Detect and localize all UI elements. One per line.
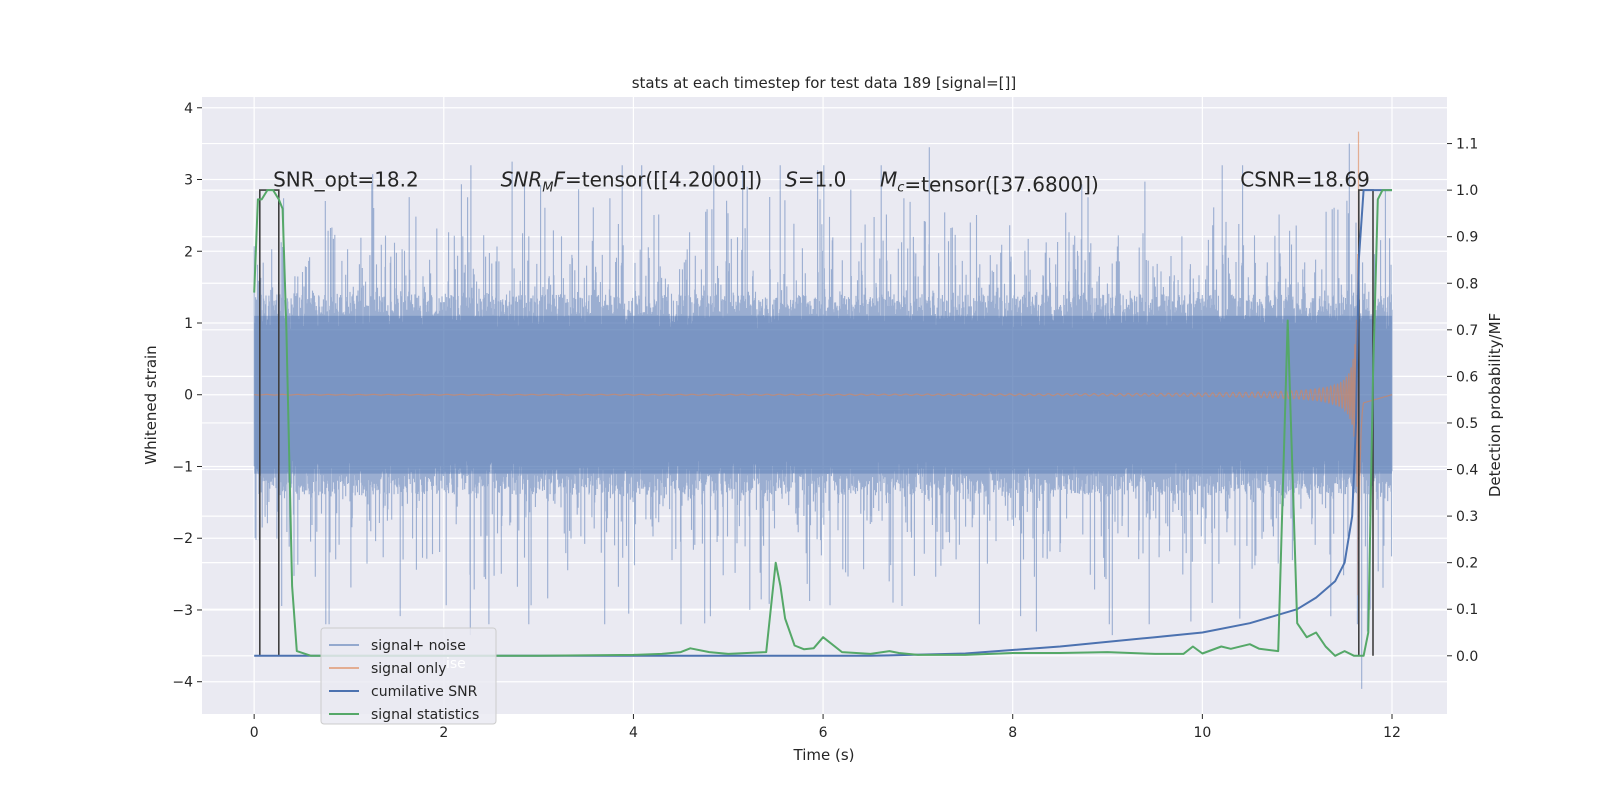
annotation: SNR_opt=18.2 [273,168,419,192]
y-tick-label: 4 [184,101,193,117]
y-axis: −4 −3 −2 −1 0 1 2 3 4 [172,101,202,691]
y2-tick-label: 0.4 [1456,463,1478,479]
x-tick-label: 6 [819,725,828,741]
y2-axis: 0.0 0.1 0.2 0.3 0.4 0.5 0.6 0.7 0.8 0.9 1.0 1.1 [1447,137,1478,665]
y2-tick-label: 1.1 [1456,137,1478,153]
series-signal-statistics [253,189,1392,657]
y-tick-label: 0 [184,388,193,404]
legend-label: signal statistics [371,707,479,723]
y-tick-label: −4 [172,675,193,691]
series-signal-only [253,131,1393,596]
legend-box [320,627,497,725]
legend-overlap-text: ise [446,656,466,672]
x-tick-label: 0 [250,725,259,741]
x-tick-label: 8 [1008,725,1017,741]
y2-tick-label: 0.7 [1456,323,1478,339]
y2-tick-label: 0.9 [1456,230,1478,246]
y-tick-label: −3 [172,603,193,619]
x-tick-label: 2 [439,725,448,741]
y2-tick-label: 0.6 [1456,369,1478,385]
y2-tick-label: 0.3 [1456,509,1478,525]
legend-label: cumilative SNR [371,684,478,700]
y2-tick-label: 0.1 [1456,602,1478,618]
series-layer [253,131,1393,689]
legend: ise signal+ noise signal only cumilative S… [320,627,497,725]
annotation: CSNR=18.69 [1240,168,1370,192]
y-axis-label: Whitened strain [142,345,160,464]
y2-tick-label: 0.2 [1456,556,1478,572]
x-axis: 0 2 4 6 8 10 12 [250,714,1401,741]
y-tick-label: −2 [172,531,193,547]
series-cumulative-snr [254,189,1392,657]
y2-tick-label: 0.5 [1456,416,1478,432]
y-tick-label: 1 [184,316,193,332]
y2-tick-label: 0.0 [1456,649,1478,665]
legend-label: signal only [371,661,446,677]
x-tick-label: 4 [629,725,638,741]
y-tick-label: −1 [172,459,193,475]
y2-tick-label: 0.8 [1456,276,1478,292]
y-tick-label: 2 [184,244,193,260]
y2-axis-label: Detection probability/MF [1486,313,1504,497]
x-tick-label: 10 [1193,725,1211,741]
annotation: SNRMF=tensor([[4.2000]]) [501,168,763,196]
annotation: S=1.0 [785,168,846,192]
chart-title: stats at each timestep for test data 189… [632,74,1017,92]
x-axis-label: Time (s) [793,746,855,764]
annotation: Mc=tensor([37.6800]) [880,168,1099,197]
y2-tick-label: 1.0 [1456,183,1478,199]
x-tick-label: 12 [1383,725,1401,741]
y-tick-label: 3 [184,173,193,189]
legend-label: signal+ noise [371,638,466,654]
annotations: SNR_opt=18.2 SNRMF=tensor([[4.2000]]) S=1.… [273,168,1370,197]
